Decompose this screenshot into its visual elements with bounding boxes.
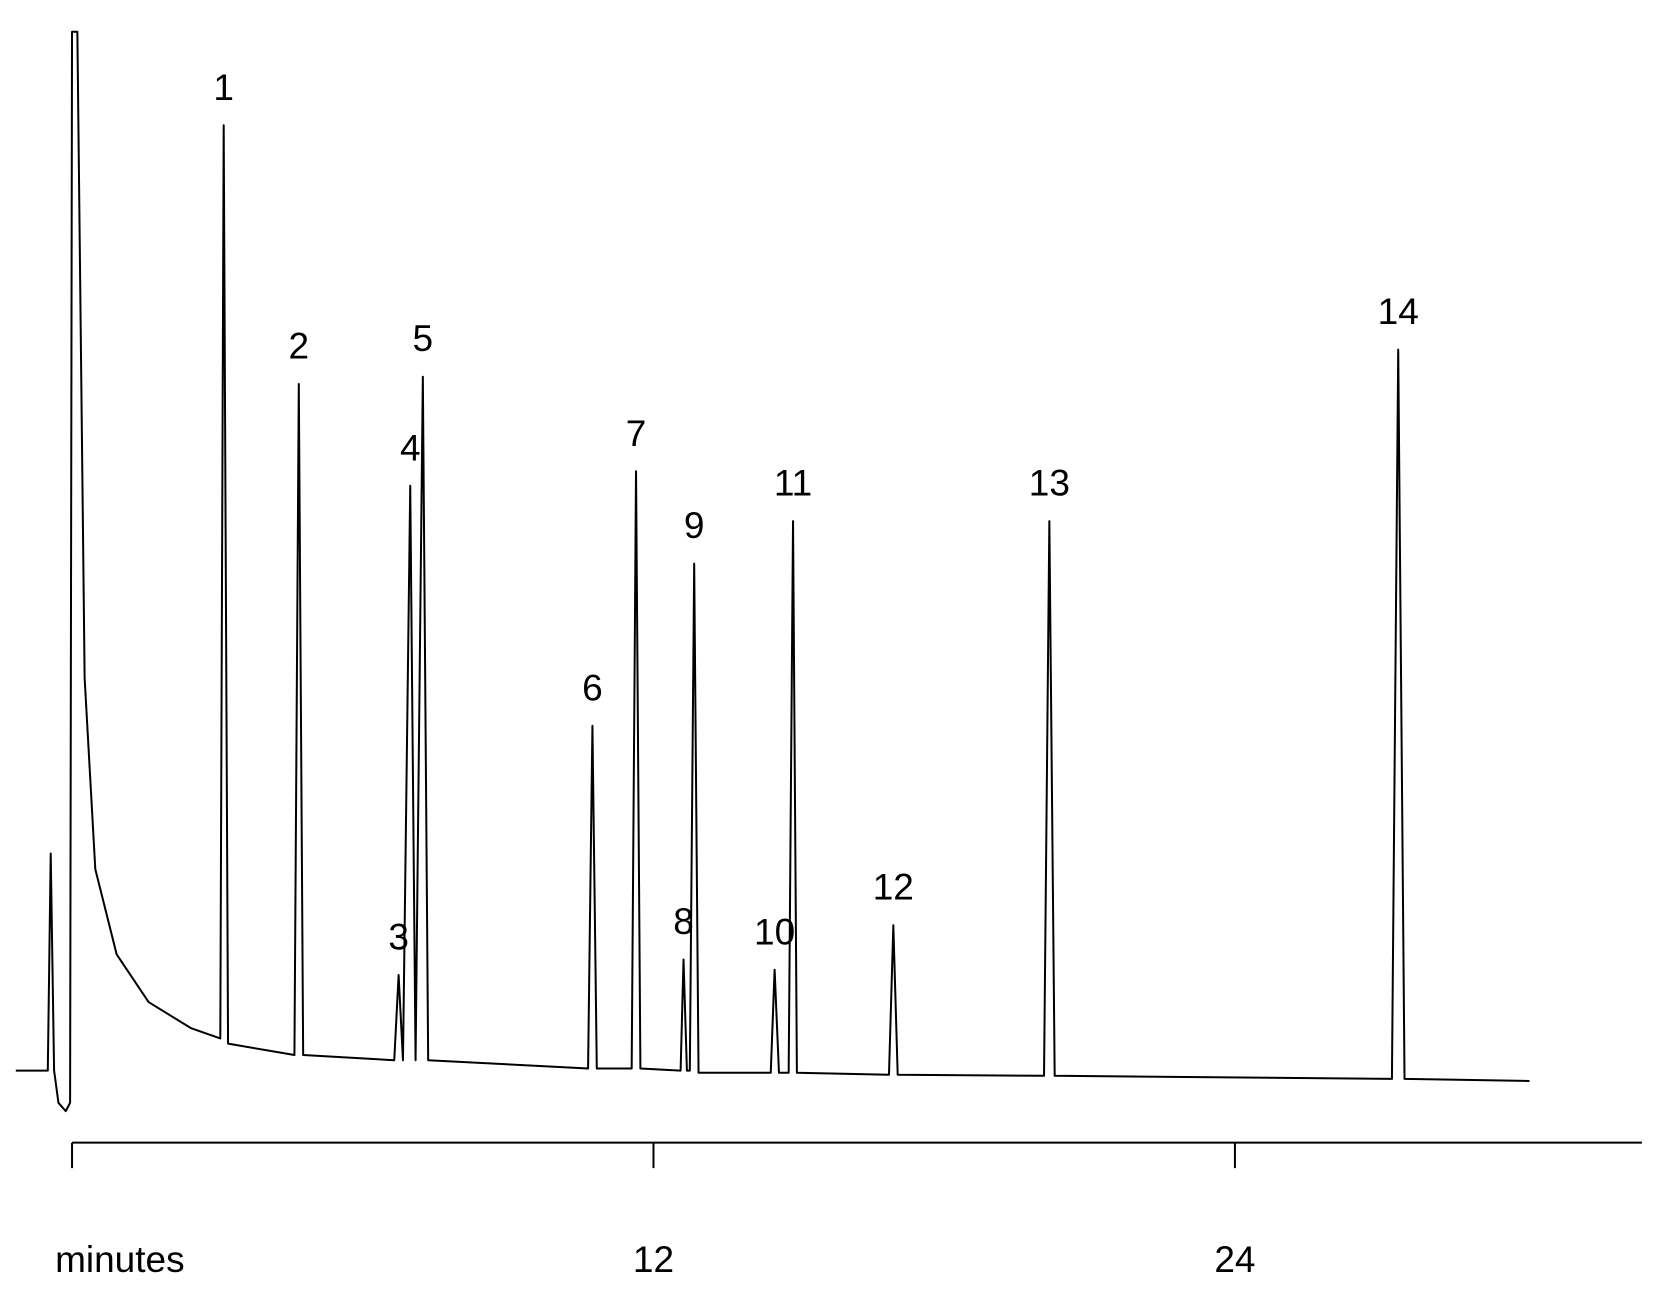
x-tick-label: minutes	[55, 1239, 185, 1280]
peak-label: 13	[1029, 463, 1070, 504]
peak-label: 4	[400, 427, 421, 468]
peak-label: 14	[1378, 291, 1419, 332]
peak-label: 1	[213, 67, 234, 108]
peak-label: 6	[582, 667, 603, 708]
peak-label: 8	[673, 901, 694, 942]
peak-label: 2	[289, 326, 310, 367]
peak-label: 9	[684, 505, 705, 546]
peak-label: 7	[626, 413, 647, 454]
peak-label: 3	[388, 917, 409, 958]
peak-label: 5	[413, 318, 434, 359]
x-tick-label: 24	[1214, 1239, 1255, 1280]
trace	[15, 30, 1530, 1113]
x-tick-label: 12	[633, 1239, 674, 1280]
peak-label: 12	[873, 867, 914, 908]
peak-label: 11	[774, 463, 812, 504]
peak-label: 10	[754, 911, 795, 952]
